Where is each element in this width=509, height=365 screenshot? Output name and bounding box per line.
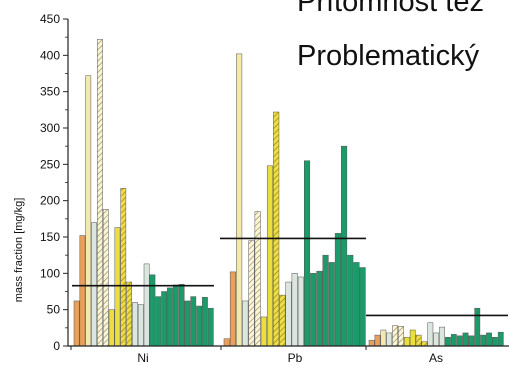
bar-pb-5 — [248, 240, 255, 347]
bar-as-6 — [398, 326, 404, 347]
y-tick-label-200: 200 — [40, 194, 60, 208]
bar-ni-3 — [85, 75, 92, 347]
bar-as-15 — [450, 334, 457, 347]
bar-ni-19 — [178, 283, 185, 347]
bar-as-16 — [456, 335, 463, 347]
bar-pb-20 — [341, 145, 348, 347]
bar-ni-13 — [143, 263, 150, 347]
bar-ni-18 — [172, 284, 179, 347]
bar-as-22 — [492, 337, 498, 347]
bar-ni-2 — [79, 235, 86, 347]
bar-pb-9 — [273, 111, 280, 347]
bar-pb-15 — [310, 273, 317, 347]
bar-ni-9 — [120, 188, 127, 347]
y-tick-label-100: 100 — [40, 266, 60, 280]
bar-as-8 — [409, 329, 416, 347]
bar-ni-15 — [155, 296, 162, 347]
bar-as-14 — [445, 337, 451, 347]
bar-as-9 — [415, 334, 422, 347]
bar-as-12 — [433, 332, 440, 347]
bar-pb-10 — [279, 294, 286, 347]
bar-as-10 — [421, 341, 428, 347]
bar-pb-6 — [254, 211, 261, 347]
bar-as-3 — [380, 329, 387, 347]
bar-ni-11 — [132, 302, 138, 347]
y-axis-label: mass fraction [mg/kg] — [13, 198, 25, 303]
y-tick-label-0: 0 — [53, 339, 60, 353]
bar-pb-23 — [359, 267, 366, 347]
bar-ni-22 — [196, 305, 202, 347]
bar-as-20 — [480, 334, 487, 347]
bar-ni-5 — [97, 39, 103, 347]
bar-pb-12 — [291, 273, 298, 347]
bar-as-7 — [403, 337, 410, 347]
y-tick-label-300: 300 — [40, 121, 60, 135]
y-tick-label-450: 450 — [40, 12, 60, 26]
bar-ni-7 — [108, 309, 115, 347]
bar-ni-20 — [184, 300, 191, 347]
overlay-text-line-2: Problematický — [297, 40, 480, 72]
overlay-text-line-1: Přítomnost těž — [297, 0, 484, 18]
bar-pb-19 — [334, 233, 341, 347]
bar-pb-18 — [328, 262, 335, 347]
y-tick-label-350: 350 — [40, 85, 60, 99]
bar-as-13 — [439, 326, 445, 347]
bar-ni-1 — [73, 300, 80, 347]
bar-pb-1 — [223, 338, 230, 347]
bar-ni-23 — [202, 297, 208, 347]
bar-pb-17 — [322, 254, 329, 347]
bar-ni-24 — [207, 307, 214, 347]
bar-pb-16 — [316, 270, 323, 347]
bar-as-18 — [468, 335, 475, 347]
bar-ni-12 — [137, 304, 144, 347]
x-tick-label-pb: Pb — [288, 351, 303, 365]
bar-ni-4 — [91, 222, 97, 347]
bar-as-2 — [374, 334, 381, 347]
bar-pb-13 — [297, 276, 304, 347]
x-tick-label-as: As — [429, 351, 443, 365]
y-tick-label-250: 250 — [40, 157, 60, 171]
bar-pb-22 — [353, 262, 360, 347]
y-tick-label-150: 150 — [40, 230, 60, 244]
bar-pb-8 — [266, 165, 274, 347]
bar-pb-7 — [260, 316, 267, 347]
bar-ni-8 — [114, 227, 121, 347]
bar-pb-3 — [236, 53, 243, 347]
bar-as-1 — [368, 339, 375, 347]
bar-as-21 — [486, 332, 492, 347]
bar-pb-14 — [304, 160, 311, 347]
bar-pb-4 — [242, 300, 249, 347]
bar-ni-10 — [126, 281, 132, 347]
y-tick-label-50: 50 — [47, 303, 61, 317]
bar-as-19 — [474, 307, 481, 347]
bar-as-4 — [386, 332, 393, 347]
bar-ni-6 — [102, 209, 109, 347]
bar-pb-11 — [285, 281, 292, 347]
bar-pb-21 — [347, 254, 354, 347]
bar-as-23 — [497, 331, 504, 347]
bar-as-11 — [427, 322, 434, 347]
bar-ni-17 — [167, 287, 173, 347]
x-tick-label-ni: Ni — [137, 351, 148, 365]
bar-pb-2 — [229, 271, 236, 347]
bar-as-17 — [462, 332, 469, 347]
y-tick-label-400: 400 — [40, 48, 60, 62]
bar-ni-16 — [161, 291, 167, 347]
bar-ni-21 — [190, 296, 197, 347]
bar-as-5 — [392, 325, 399, 347]
